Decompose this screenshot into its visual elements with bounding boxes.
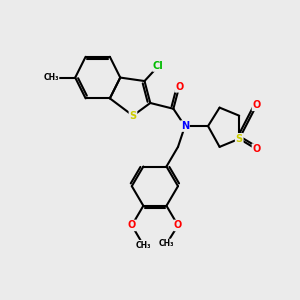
Text: Cl: Cl bbox=[153, 61, 164, 71]
Text: O: O bbox=[252, 144, 261, 154]
Text: O: O bbox=[128, 220, 136, 230]
Text: CH₃: CH₃ bbox=[136, 241, 151, 250]
Text: S: S bbox=[236, 134, 243, 144]
Text: CH₃: CH₃ bbox=[159, 239, 174, 248]
Text: CH₃: CH₃ bbox=[43, 73, 59, 82]
Text: S: S bbox=[129, 111, 137, 121]
Text: O: O bbox=[174, 220, 182, 230]
Text: O: O bbox=[252, 100, 261, 110]
Text: O: O bbox=[175, 82, 183, 92]
Text: N: N bbox=[181, 121, 189, 131]
